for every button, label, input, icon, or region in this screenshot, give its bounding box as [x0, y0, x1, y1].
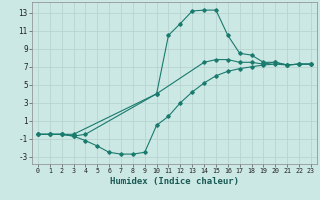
X-axis label: Humidex (Indice chaleur): Humidex (Indice chaleur)	[110, 177, 239, 186]
